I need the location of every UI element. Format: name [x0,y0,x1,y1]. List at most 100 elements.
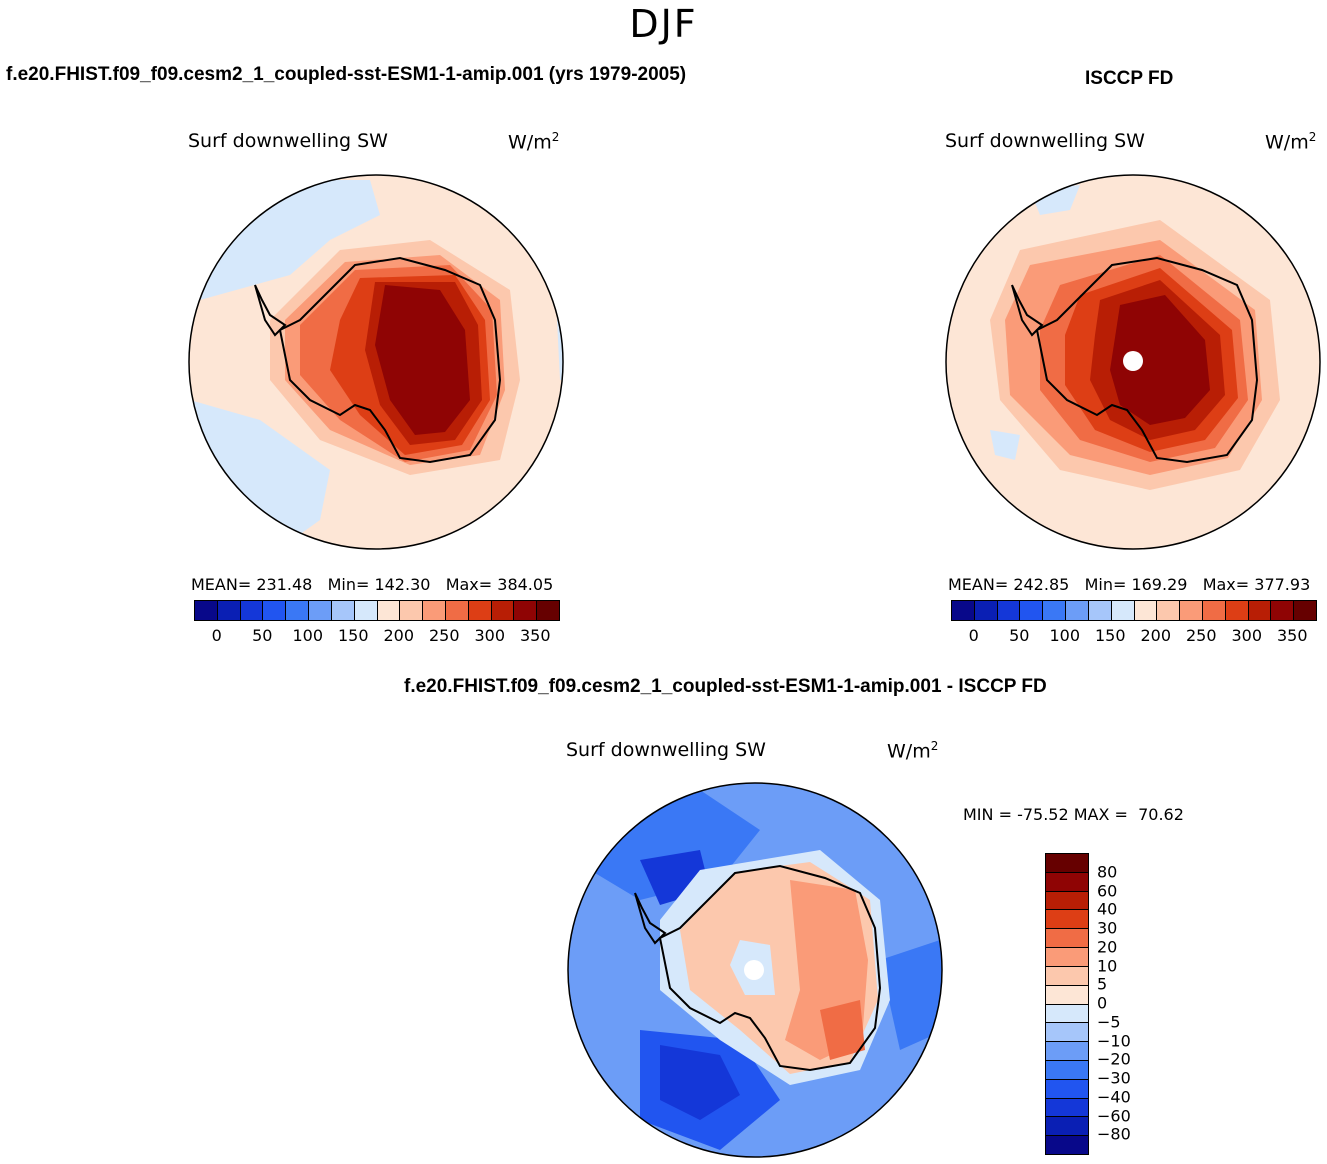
diff-field-strong-neg-south [660,1045,740,1120]
colorbar-swatch [1066,601,1089,620]
colorbar-swatch [1046,1004,1088,1024]
colorbar-swatch [1271,601,1295,620]
colorbar-swatch [1180,601,1203,620]
colorbar-tick-label: 150 [1094,626,1126,645]
colorbar-swatch [1046,929,1088,949]
model-antarctica-coastline [278,256,502,464]
colorbar-swatch [240,601,264,620]
diff-map-border [567,782,943,1158]
colorbar-swatch [1046,948,1088,967]
diff-stats: MIN = -75.52 MAX = 70.62 [963,805,1184,824]
colorbar-tick-label: 0 [211,626,222,645]
colorbar-tick-label: −80 [1097,1124,1131,1144]
colorbar-swatch [1046,910,1088,930]
colorbar-tick-label: −60 [1097,1106,1131,1125]
colorbar-swatch [1046,1117,1088,1137]
diff-field-neg-east [880,940,942,1050]
colorbar-tick-label: −30 [1097,1068,1131,1088]
obs-field-max [1110,295,1210,425]
colorbar-swatch [1225,601,1249,620]
colorbar-swatch [1202,601,1226,620]
colorbar-tick-label: 0 [968,626,979,645]
colorbar-swatch [1088,601,1112,620]
obs-pole-missing-data [1123,351,1143,371]
colorbar-swatch [1046,1136,1088,1154]
model-map-border [188,174,564,550]
colorbar-tick-label: 60 [1097,881,1118,900]
colorbar-swatch [445,601,469,620]
colorbar-swatch [1134,601,1158,620]
model-case-title: f.e20.FHIST.f09_f09.cesm2_1_coupled-sst-… [6,64,687,85]
diff-map [568,783,942,1157]
colorbar-tick-label: −10 [1097,1031,1131,1050]
colorbar-swatch [1020,601,1044,620]
colorbar-tick-label: 350 [519,626,551,645]
colorbar-tick-label: 50 [1009,626,1030,645]
colorbar-swatch [331,601,355,620]
colorbar-tick-label: 150 [337,626,369,645]
colorbar-tick-label: 350 [1276,626,1308,645]
colorbar-tick-label: 200 [1140,626,1172,645]
colorbar-swatch [1046,872,1088,892]
colorbar-swatch [1046,854,1088,873]
colorbar-swatch [263,601,287,620]
colorbar-tick-label: 0 [1097,993,1108,1013]
diff-peninsula-coastline [634,892,667,945]
colorbar-swatch [1248,601,1272,620]
colorbar-swatch [1046,1079,1088,1099]
colorbar-tick-label: 200 [383,626,415,645]
colorbar-swatch [195,601,218,620]
model-colorbar [194,600,560,621]
colorbar-swatch [1043,601,1067,620]
colorbar-swatch [286,601,310,620]
colorbar-tick-label: 300 [474,626,506,645]
obs-variable-label: Surf downwelling SW [945,130,1145,152]
model-field-max [375,285,470,435]
colorbar-swatch [1046,1098,1088,1118]
colorbar-swatch [1046,985,1088,1005]
colorbar-swatch [514,601,538,620]
colorbar-tick-label: 20 [1097,937,1118,957]
colorbar-swatch [1294,601,1316,620]
colorbar-swatch [1111,601,1135,620]
obs-map [946,175,1320,549]
colorbar-swatch [1046,1023,1088,1043]
colorbar-tick-label: 250 [1185,626,1217,645]
diff-colorbar-ticks: −80 −60 −40 −30 −20 −10 −5 0 5 10 20 30 40 60 80 [1097,853,1137,1153]
colorbar-swatch [468,601,492,620]
obs-field-low-southwest [990,430,1020,460]
colorbar-swatch [377,601,401,620]
obs-units-label: W/m2 [1265,130,1317,154]
colorbar-swatch [1046,891,1088,911]
diff-antarctica-coastline [658,864,882,1072]
colorbar-swatch [1046,1060,1088,1080]
obs-peninsula-coastline [1011,284,1044,337]
colorbar-swatch [309,601,332,620]
colorbar-tick-label: −20 [1097,1049,1131,1069]
obs-stats: MEAN= 242.85 Min= 169.29 Max= 377.93 [948,575,1311,594]
colorbar-swatch [400,601,424,620]
diff-colorbar [1045,853,1089,1155]
colorbar-tick-label: 40 [1097,899,1118,919]
model-stats: MEAN= 231.48 Min= 142.30 Max= 384.05 [191,575,554,594]
colorbar-tick-label: 10 [1097,956,1118,975]
obs-colorbar-ticks: 0 50 100 150 200 250 300 350 [951,626,1315,646]
colorbar-tick-label: −5 [1097,1012,1121,1032]
colorbar-swatch [537,601,559,620]
colorbar-tick-label: 100 [1049,626,1081,645]
diff-case-title: f.e20.FHIST.f09_f09.cesm2_1_coupled-sst-… [404,676,1047,697]
colorbar-tick-label: 100 [292,626,324,645]
model-colorbar-ticks: 0 50 100 150 200 250 300 350 [194,626,558,646]
colorbar-swatch [354,601,378,620]
colorbar-swatch [997,601,1021,620]
colorbar-tick-label: 250 [428,626,460,645]
model-variable-label: Surf downwelling SW [188,130,388,152]
model-peninsula-coastline [254,284,287,337]
colorbar-tick-label: 30 [1097,918,1118,938]
figure-season-title: DJF [629,2,698,46]
colorbar-tick-label: 80 [1097,862,1118,882]
model-units-label: W/m2 [508,130,560,154]
obs-case-title: ISCCP FD [1085,68,1174,89]
diff-pole-missing-data [744,960,764,980]
obs-map-border [945,174,1321,550]
